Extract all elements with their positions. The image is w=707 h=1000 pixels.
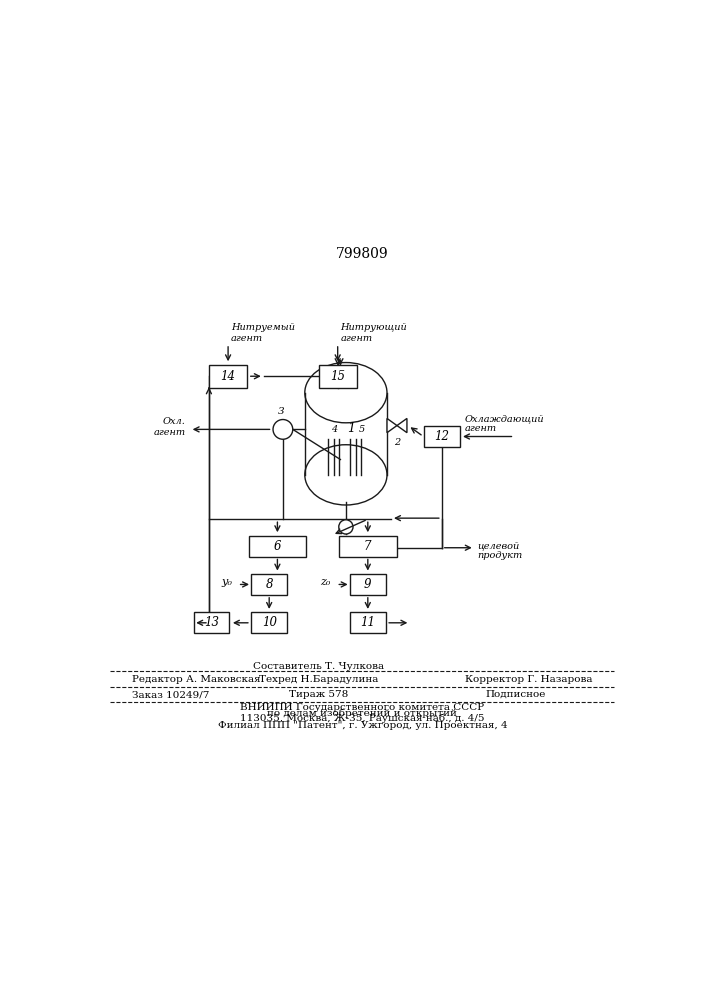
Circle shape (273, 420, 293, 439)
Text: Техред Н.Барадулина: Техред Н.Барадулина (259, 675, 378, 684)
Text: Охл.
агент: Охл. агент (153, 417, 185, 437)
Text: z₀: z₀ (320, 577, 331, 587)
Text: Составитель Т. Чулкова: Составитель Т. Чулкова (253, 662, 384, 671)
Text: Подписное: Подписное (486, 690, 546, 699)
Text: Нитруемый
агент: Нитруемый агент (231, 323, 295, 343)
Text: целевой
продукт: целевой продукт (477, 541, 522, 560)
Text: 7: 7 (364, 540, 372, 553)
Text: 15: 15 (330, 370, 345, 383)
Text: 2: 2 (394, 438, 400, 447)
Text: Редактор А. Маковская: Редактор А. Маковская (132, 675, 261, 684)
Text: по делам изобретений и открытий: по делам изобретений и открытий (267, 708, 457, 718)
FancyBboxPatch shape (350, 612, 385, 633)
Text: 10: 10 (262, 616, 276, 629)
Text: 799809: 799809 (336, 247, 389, 261)
Text: Филиал ППП "Патент", г. Ужгород, ул. Проектная, 4: Филиал ППП "Патент", г. Ужгород, ул. Про… (218, 721, 507, 730)
Text: 4: 4 (331, 425, 337, 434)
Text: 5: 5 (359, 425, 366, 434)
Text: 9: 9 (364, 578, 372, 591)
Text: Заказ 10249/7: Заказ 10249/7 (132, 690, 209, 699)
Text: у₀: у₀ (221, 577, 232, 587)
Polygon shape (397, 418, 407, 433)
Text: Охлаждающий
агент: Охлаждающий агент (465, 414, 544, 433)
FancyBboxPatch shape (209, 365, 247, 388)
Text: Тираж 578: Тираж 578 (289, 690, 348, 699)
FancyBboxPatch shape (350, 574, 385, 595)
FancyBboxPatch shape (319, 365, 357, 388)
Polygon shape (387, 418, 397, 433)
Circle shape (339, 520, 353, 534)
FancyBboxPatch shape (339, 536, 397, 557)
FancyBboxPatch shape (194, 612, 230, 633)
Text: 6: 6 (274, 540, 281, 553)
FancyBboxPatch shape (424, 426, 460, 447)
Text: 12: 12 (434, 430, 449, 443)
Text: 1: 1 (347, 422, 356, 435)
Text: 3: 3 (278, 407, 284, 416)
Text: 113035, Москва, Ж-35, Раушская наб., д. 4/5: 113035, Москва, Ж-35, Раушская наб., д. … (240, 714, 484, 723)
Text: 13: 13 (204, 616, 219, 629)
FancyBboxPatch shape (252, 574, 287, 595)
FancyBboxPatch shape (249, 536, 306, 557)
Text: ВНИИПИ Государственного комитета СССР: ВНИИПИ Государственного комитета СССР (240, 703, 484, 712)
Text: Нитрующий
агент: Нитрующий агент (341, 323, 407, 343)
Text: 14: 14 (221, 370, 235, 383)
Text: 11: 11 (361, 616, 375, 629)
Text: 8: 8 (265, 578, 273, 591)
FancyBboxPatch shape (252, 612, 287, 633)
Text: Корректор Г. Назарова: Корректор Г. Назарова (465, 675, 592, 684)
